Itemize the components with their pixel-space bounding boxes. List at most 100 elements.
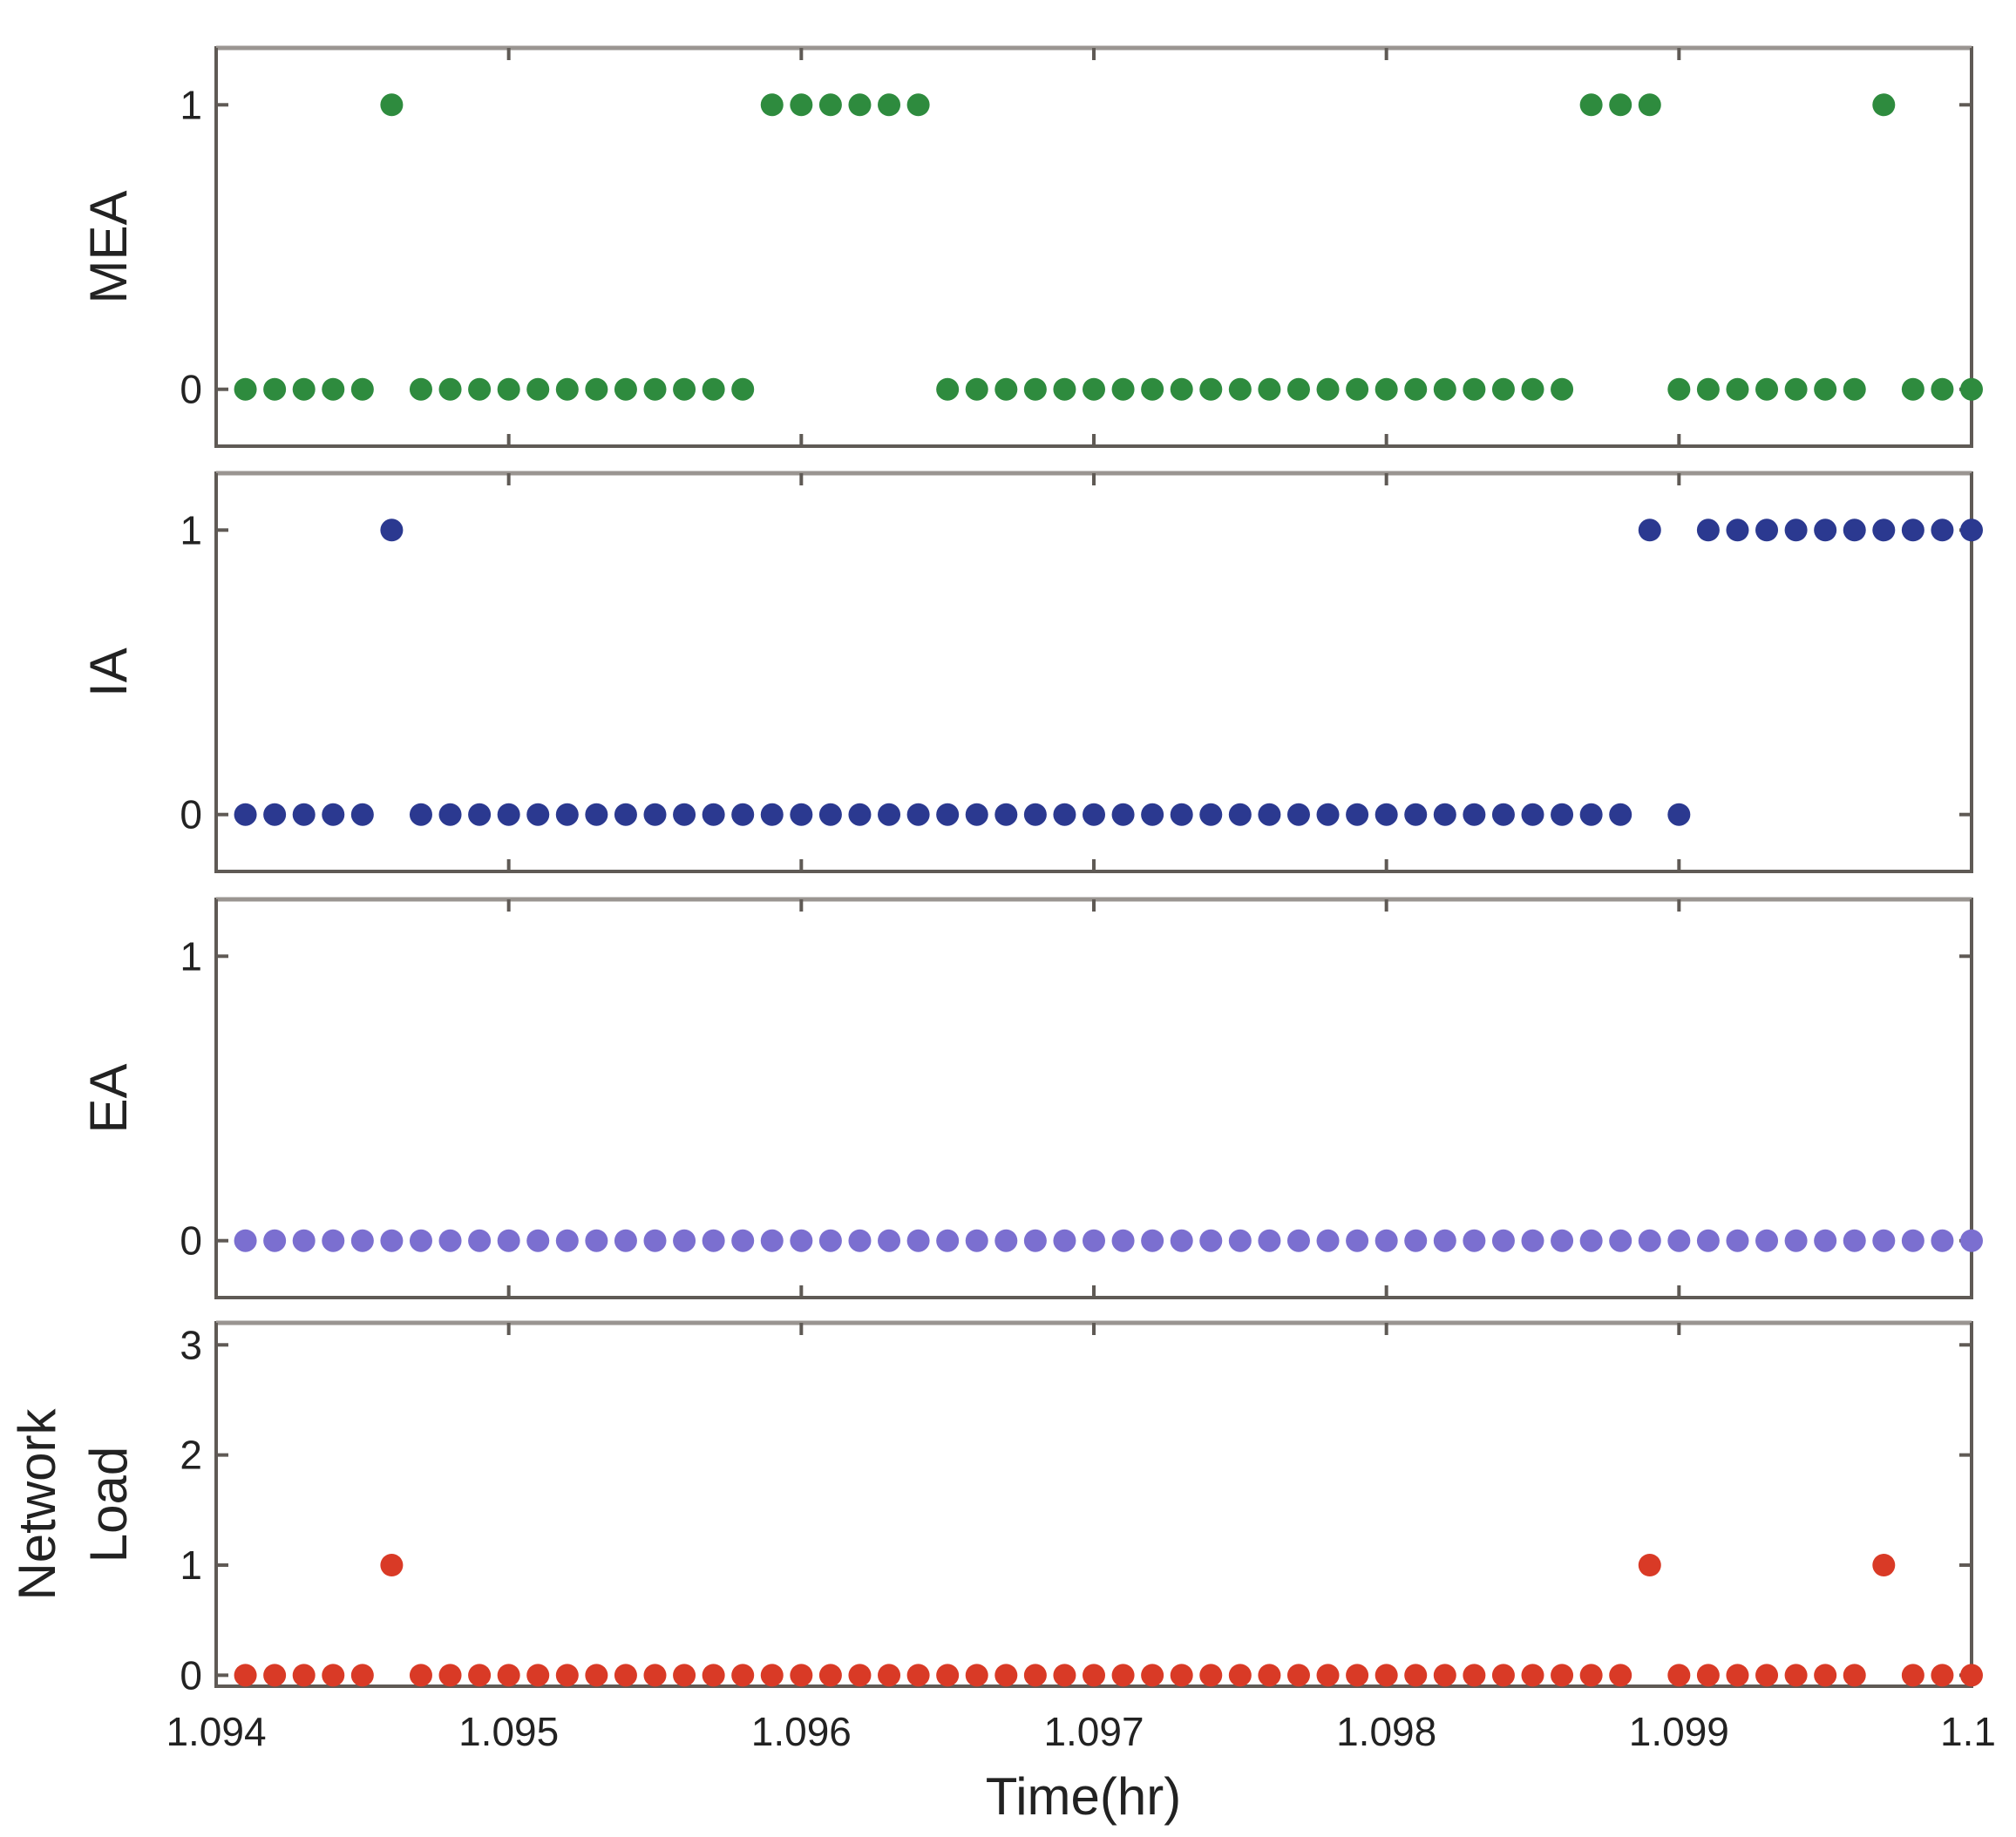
data-point (1784, 377, 1808, 401)
y-tick-label: 2 (180, 1433, 202, 1478)
data-point (848, 93, 872, 117)
data-point (731, 1229, 755, 1252)
data-point (438, 803, 462, 826)
data-point (1463, 1229, 1486, 1252)
data-point (322, 377, 345, 401)
data-point (965, 377, 988, 401)
data-point (1696, 519, 1720, 542)
data-point (1726, 519, 1749, 542)
data-point (1755, 519, 1779, 542)
data-point (1901, 1664, 1924, 1687)
data-point (1228, 1664, 1252, 1687)
data-point (1521, 377, 1544, 401)
data-point (468, 1664, 492, 1687)
data-point (234, 377, 257, 401)
data-point (965, 1664, 988, 1687)
data-point (1346, 1229, 1369, 1252)
data-point (1491, 803, 1515, 826)
data-point (380, 1229, 404, 1252)
y-tick-label: 1 (180, 933, 202, 979)
series-mea (234, 93, 1983, 401)
y-axis-label: IA (79, 647, 138, 697)
data-point (1667, 1664, 1691, 1687)
data-point (1258, 803, 1281, 826)
data-point (936, 1229, 960, 1252)
data-point (1931, 1664, 1954, 1687)
data-point (790, 93, 813, 117)
data-point (1199, 1664, 1223, 1687)
data-point (1111, 803, 1135, 826)
data-point (322, 1664, 345, 1687)
data-point (1843, 1664, 1866, 1687)
data-point (1404, 803, 1428, 826)
data-point (790, 803, 813, 826)
data-point (760, 803, 784, 826)
data-point (438, 1229, 462, 1252)
data-point (1258, 1664, 1281, 1687)
data-point (1551, 377, 1574, 401)
data-point (350, 1229, 374, 1252)
data-point (1843, 1229, 1866, 1252)
data-point (790, 1664, 813, 1687)
data-point (673, 377, 696, 401)
data-point (497, 803, 520, 826)
series-ia (234, 519, 1983, 826)
data-point (818, 803, 842, 826)
data-point (1141, 1229, 1164, 1252)
data-point (1023, 1664, 1047, 1687)
data-point (292, 1664, 316, 1687)
data-point (643, 803, 667, 826)
data-point (263, 803, 287, 826)
data-point (1111, 1664, 1135, 1687)
data-point (1814, 1229, 1837, 1252)
y-tick-label: 1 (180, 507, 202, 552)
y-tick-label: 0 (180, 792, 202, 837)
data-point (906, 803, 930, 826)
data-point (1579, 93, 1603, 117)
data-point (526, 803, 550, 826)
data-point (1521, 1664, 1544, 1687)
data-point (1638, 519, 1661, 542)
data-point (1286, 1664, 1310, 1687)
data-point (731, 377, 755, 401)
data-point (1609, 93, 1632, 117)
data-point (234, 803, 257, 826)
data-point (673, 1229, 696, 1252)
data-point (1696, 377, 1720, 401)
data-point (1551, 1229, 1574, 1252)
data-point (555, 1229, 579, 1252)
panel-network-load: 0 1 2 3 Network Load (8, 1320, 1983, 1698)
panel-frame (214, 1321, 1973, 1688)
data-point (1228, 803, 1252, 826)
data-point (1228, 1229, 1252, 1252)
data-point (1199, 803, 1223, 826)
y-tick-label: 1 (180, 82, 202, 127)
data-point (1170, 1664, 1193, 1687)
data-point (1463, 377, 1486, 401)
data-point (1755, 1664, 1779, 1687)
chart-panels: 0 1 MEA 0 1 IA 0 1 EA 0 1 2 3 Network Load (8, 45, 1983, 1698)
data-point (350, 803, 374, 826)
x-tick-label: 1.099 (1629, 1709, 1729, 1754)
data-point (878, 93, 901, 117)
data-point (292, 1229, 316, 1252)
data-point (936, 1664, 960, 1687)
data-point (1053, 377, 1076, 401)
data-point (731, 1664, 755, 1687)
data-point (1726, 377, 1749, 401)
data-point (234, 1229, 257, 1252)
data-point (1579, 803, 1603, 826)
data-point (526, 1664, 550, 1687)
data-point (292, 377, 316, 401)
data-point (1463, 1664, 1486, 1687)
data-point (1375, 803, 1398, 826)
data-point (1023, 803, 1047, 826)
data-point (263, 1664, 287, 1687)
data-point (380, 93, 404, 117)
y-tick-label: 3 (180, 1322, 202, 1367)
data-point (1551, 803, 1574, 826)
data-point (1696, 1229, 1720, 1252)
data-point (1111, 377, 1135, 401)
data-point (1228, 377, 1252, 401)
data-point (409, 1664, 432, 1687)
